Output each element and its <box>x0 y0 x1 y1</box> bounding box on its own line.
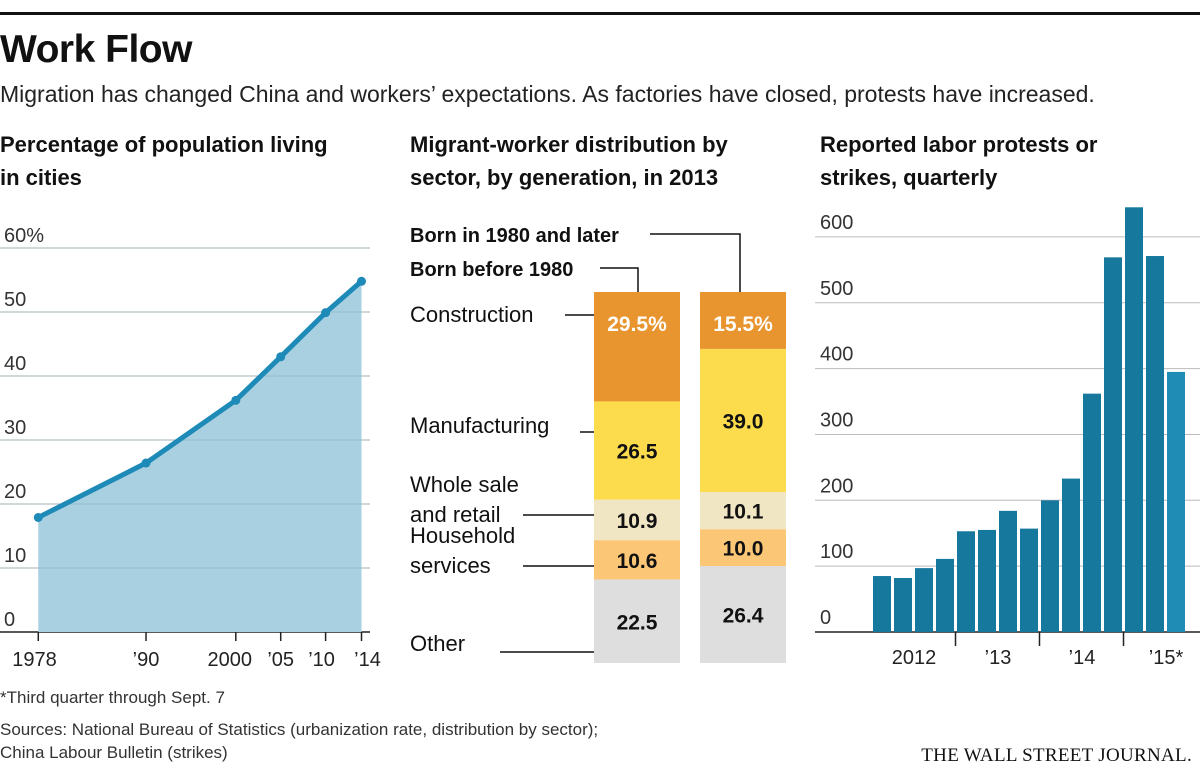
protests-bar <box>957 531 975 632</box>
publisher-logo: THE WALL STREET JOURNAL. <box>921 745 1192 766</box>
distribution-category-label: Household <box>410 523 515 548</box>
distribution-series-label-later: Born in 1980 and later <box>410 225 619 247</box>
urbanization-y-tick-label: 50 <box>4 289 26 311</box>
urbanization-point <box>321 308 331 318</box>
protests-y-tick-label: 100 <box>820 541 853 563</box>
protests-bar <box>999 510 1017 632</box>
protests-year-label: ’13 <box>985 647 1012 669</box>
distribution-segment-construction <box>700 292 786 349</box>
distribution-category-label: services <box>410 553 491 578</box>
protests-bar <box>873 576 891 632</box>
protests-bar <box>1125 207 1143 633</box>
protests-year-label: ’14 <box>1069 647 1096 669</box>
protests-y-tick-label: 200 <box>820 475 853 497</box>
protests-year-label: ’15* <box>1149 647 1184 669</box>
distribution-series-label-before: Born before 1980 <box>410 259 573 281</box>
urbanization-area <box>38 281 362 632</box>
distribution-title-line-1: Migrant-worker distribution by <box>410 132 728 157</box>
urbanization-y-tick-label: 10 <box>4 545 26 567</box>
urbanization-title-line-1: Percentage of population living <box>0 132 328 157</box>
urbanization-x-tick-label: 1978 <box>12 649 57 671</box>
protests-bar <box>978 529 996 632</box>
urbanization-x-tick-label: ’10 <box>308 649 335 671</box>
urbanization-y-tick-label: 60% <box>4 225 44 247</box>
protests-title-line-1: Reported labor protests or <box>820 132 1098 157</box>
urbanization-point <box>33 512 43 522</box>
protests-bar <box>1062 478 1080 632</box>
protests-y-tick-label: 400 <box>820 344 853 366</box>
protests-y-tick-label: 500 <box>820 278 853 300</box>
distribution-category-label: Manufacturing <box>410 413 549 438</box>
urbanization-line <box>35 278 365 520</box>
distribution-segment-manufacturing <box>700 348 786 493</box>
protests-y-tick-label: 0 <box>820 607 831 629</box>
urbanization-x-tick-label: ’05 <box>267 649 294 671</box>
distribution-value-label: 26.4 <box>723 605 764 628</box>
distribution-segment-other <box>594 579 680 663</box>
distribution-series-leader-before <box>600 267 639 292</box>
distribution-category-label: Whole sale <box>410 472 519 497</box>
sources-line-2: China Labour Bulletin (strikes) <box>0 743 228 762</box>
protests-title-line-2: strikes, quarterly <box>820 165 998 190</box>
urbanization-y-tick-label: 40 <box>4 353 26 375</box>
protests-chart-title: Reported labor protests or strikes, quar… <box>820 128 1097 194</box>
distribution-value-label: 15.5% <box>713 313 773 336</box>
top-rule <box>0 12 1200 15</box>
urbanization-point <box>231 395 241 405</box>
protests-y-tick-label: 600 <box>820 212 853 234</box>
distribution-value-label: 22.5 <box>617 611 658 634</box>
distribution-segment-other <box>700 566 786 663</box>
distribution-segment-construction <box>594 292 680 402</box>
distribution-series-leader-later <box>650 233 741 292</box>
distribution-chart-title: Migrant-worker distribution by sector, b… <box>410 128 728 194</box>
urbanization-point <box>357 276 367 286</box>
protests-y-tick-label: 300 <box>820 409 853 431</box>
distribution-value-label: 26.5 <box>617 441 658 464</box>
urbanization-title-line-2: in cities <box>0 165 82 190</box>
protests-bar <box>894 578 912 632</box>
distribution-segment-wholesale <box>700 492 786 530</box>
footnote: *Third quarter through Sept. 7 <box>0 688 225 707</box>
urbanization-y-tick-label: 20 <box>4 481 26 503</box>
distribution-value-label: 29.5% <box>607 313 667 336</box>
distribution-segment-manufacturing <box>594 401 680 500</box>
distribution-title-line-2: sector, by generation, in 2013 <box>410 165 719 190</box>
protests-bar <box>1020 528 1038 632</box>
protests-bar <box>915 568 933 632</box>
protests-bar <box>936 558 954 632</box>
page-title: Work Flow <box>0 28 192 71</box>
protests-bar <box>1167 371 1185 632</box>
distribution-category-label: Other <box>410 631 465 656</box>
distribution-value-label: 10.0 <box>723 538 764 561</box>
distribution-category-label: and retail <box>410 502 501 527</box>
distribution-segment-household <box>594 540 680 580</box>
protests-bar <box>1041 500 1059 632</box>
protests-bar <box>1083 393 1101 632</box>
urbanization-y-tick-label: 0 <box>4 609 15 631</box>
page-subtitle: Migration has changed China and workers’… <box>0 81 1095 107</box>
urbanization-x-tick-label: 2000 <box>208 649 253 671</box>
protests-bar <box>1104 257 1122 632</box>
distribution-value-label: 10.9 <box>617 510 658 533</box>
protests-bar <box>1146 256 1164 632</box>
urbanization-point <box>141 458 151 468</box>
urbanization-x-tick-label: ’90 <box>133 649 160 671</box>
urbanization-point <box>276 352 286 362</box>
urbanization-x-tick-label: ’14 <box>354 649 381 671</box>
urbanization-y-tick-label: 30 <box>4 417 26 439</box>
sources-line-1: Sources: National Bureau of Statistics (… <box>0 720 599 739</box>
distribution-value-label: 10.6 <box>617 550 658 573</box>
protests-year-label: 2012 <box>892 647 937 669</box>
distribution-category-label: Construction <box>410 302 534 327</box>
distribution-segment-household <box>700 529 786 567</box>
distribution-value-label: 39.0 <box>723 411 764 434</box>
urbanization-chart-title: Percentage of population living in citie… <box>0 128 328 194</box>
distribution-value-label: 10.1 <box>723 501 764 524</box>
distribution-segment-wholesale <box>594 499 680 541</box>
